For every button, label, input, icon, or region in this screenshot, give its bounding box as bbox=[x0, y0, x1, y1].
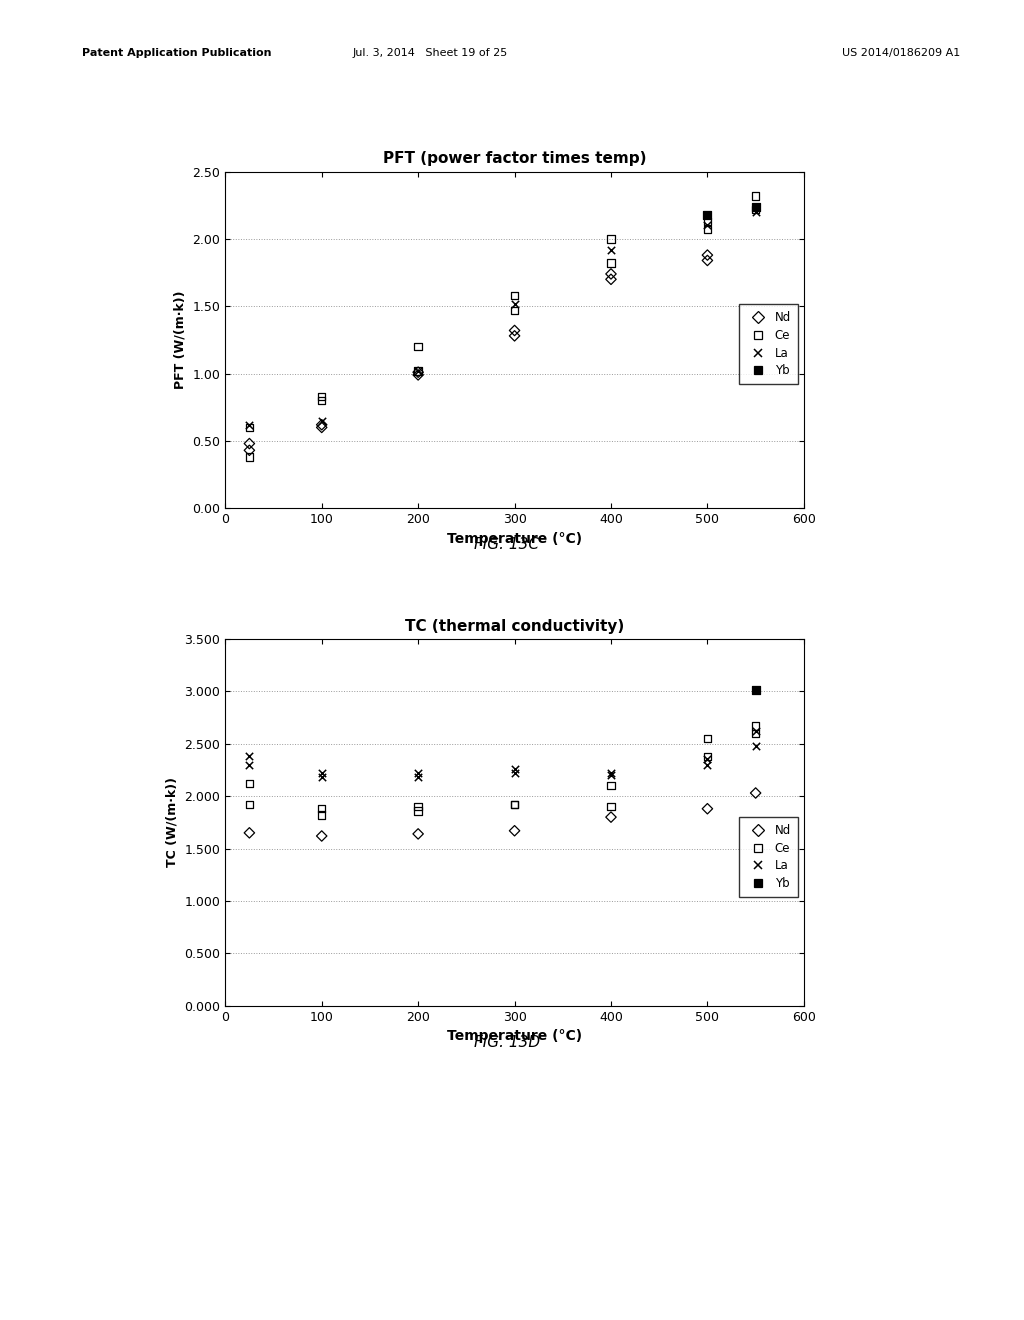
Legend: Nd, Ce, La, Yb: Nd, Ce, La, Yb bbox=[739, 817, 798, 898]
Point bbox=[699, 754, 716, 775]
Legend: Nd, Ce, La, Yb: Nd, Ce, La, Yb bbox=[739, 304, 798, 384]
Point bbox=[699, 727, 716, 748]
Point bbox=[313, 767, 330, 788]
Point bbox=[242, 793, 258, 814]
Point bbox=[410, 362, 426, 383]
Point bbox=[506, 793, 522, 814]
Point bbox=[313, 799, 330, 820]
Point bbox=[748, 722, 764, 743]
Point bbox=[603, 264, 620, 285]
Point bbox=[748, 202, 764, 223]
Text: FIG. 13D: FIG. 13D bbox=[474, 1035, 540, 1049]
Title: TC (thermal conductivity): TC (thermal conductivity) bbox=[404, 619, 625, 634]
Point bbox=[748, 721, 764, 742]
Point bbox=[313, 825, 330, 846]
Point bbox=[410, 360, 426, 381]
Point bbox=[242, 446, 258, 467]
Point bbox=[242, 440, 258, 461]
Point bbox=[410, 800, 426, 821]
Point bbox=[313, 804, 330, 825]
Point bbox=[699, 249, 716, 271]
Point bbox=[748, 735, 764, 756]
Point bbox=[699, 799, 716, 820]
Point bbox=[699, 211, 716, 232]
Title: PFT (power factor times temp): PFT (power factor times temp) bbox=[383, 152, 646, 166]
Point bbox=[699, 244, 716, 265]
Point bbox=[242, 774, 258, 795]
Point bbox=[410, 767, 426, 788]
Point bbox=[603, 239, 620, 260]
Point bbox=[748, 715, 764, 737]
Point bbox=[410, 824, 426, 845]
Point bbox=[603, 807, 620, 828]
Point bbox=[313, 414, 330, 436]
Point bbox=[699, 205, 716, 226]
Point bbox=[242, 746, 258, 767]
Point bbox=[506, 293, 522, 314]
Point bbox=[410, 364, 426, 385]
Point bbox=[603, 252, 620, 273]
Point bbox=[410, 796, 426, 817]
Point bbox=[603, 228, 620, 249]
Point bbox=[242, 754, 258, 775]
Point bbox=[748, 680, 764, 701]
Text: Patent Application Publication: Patent Application Publication bbox=[82, 48, 271, 58]
Y-axis label: TC (W/(m·k)): TC (W/(m·k)) bbox=[166, 777, 179, 867]
Point bbox=[603, 764, 620, 785]
Point bbox=[242, 822, 258, 843]
Point bbox=[313, 385, 330, 407]
Point bbox=[748, 199, 764, 220]
Point bbox=[313, 417, 330, 438]
Point bbox=[506, 319, 522, 341]
Point bbox=[699, 748, 716, 770]
Point bbox=[410, 763, 426, 784]
Point bbox=[506, 820, 522, 841]
Point bbox=[603, 796, 620, 817]
Point bbox=[313, 411, 330, 432]
Point bbox=[506, 758, 522, 779]
Point bbox=[699, 746, 716, 767]
Point bbox=[242, 414, 258, 436]
Text: FIG. 13C: FIG. 13C bbox=[474, 537, 540, 552]
Point bbox=[506, 763, 522, 784]
Text: US 2014/0186209 A1: US 2014/0186209 A1 bbox=[842, 48, 961, 58]
Point bbox=[410, 360, 426, 381]
Point bbox=[410, 337, 426, 358]
X-axis label: Temperature (°C): Temperature (°C) bbox=[447, 1030, 582, 1043]
Point bbox=[242, 417, 258, 438]
Point bbox=[748, 783, 764, 804]
Point bbox=[506, 300, 522, 321]
Point bbox=[699, 215, 716, 236]
X-axis label: Temperature (°C): Temperature (°C) bbox=[447, 532, 582, 545]
Point bbox=[603, 763, 620, 784]
Point bbox=[313, 763, 330, 784]
Point bbox=[748, 197, 764, 218]
Point bbox=[699, 219, 716, 240]
Point bbox=[506, 793, 522, 814]
Point bbox=[506, 325, 522, 346]
Point bbox=[506, 285, 522, 306]
Y-axis label: PFT (W/(m·k)): PFT (W/(m·k)) bbox=[174, 290, 186, 389]
Text: Jul. 3, 2014   Sheet 19 of 25: Jul. 3, 2014 Sheet 19 of 25 bbox=[352, 48, 508, 58]
Point bbox=[242, 433, 258, 454]
Point bbox=[603, 269, 620, 290]
Point bbox=[748, 185, 764, 206]
Point bbox=[603, 775, 620, 796]
Point bbox=[313, 389, 330, 411]
